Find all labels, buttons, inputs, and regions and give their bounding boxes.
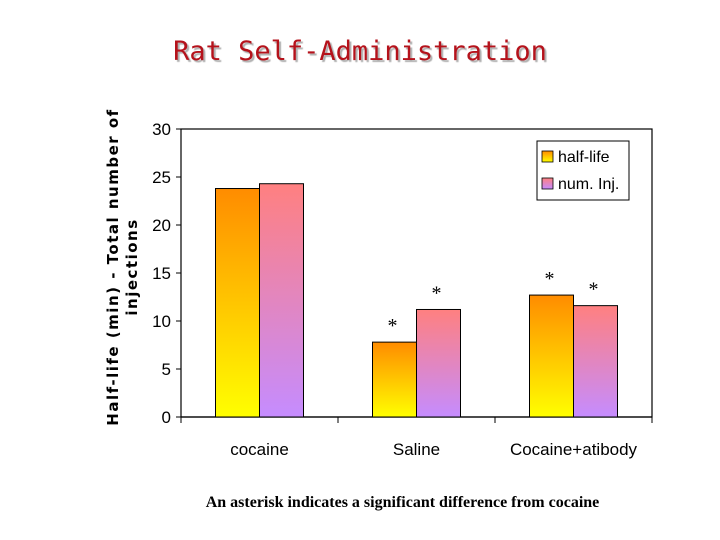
y-axis-ticks: 0 5 10 15 20 25 30 xyxy=(152,120,181,427)
y-tick-label: 5 xyxy=(162,360,171,379)
bar-num-inj--cocaine-atibody xyxy=(573,305,618,418)
bar-half-life-cocaine-atibody xyxy=(529,294,574,418)
y-tick-label: 30 xyxy=(152,120,171,139)
bars xyxy=(215,183,618,418)
y-axis-label-line1: Half-life (min) - Total number of xyxy=(104,108,122,425)
legend-label-half-life: half-life xyxy=(558,149,610,166)
category-label: cocaine xyxy=(230,440,289,459)
y-tick-label: 0 xyxy=(162,408,171,427)
significance-asterisk: * xyxy=(388,315,398,337)
bar-num-inj--saline xyxy=(416,308,461,418)
significance-asterisk: * xyxy=(545,268,555,290)
legend-swatch-half-life xyxy=(541,150,554,163)
significance-asterisk: * xyxy=(432,282,442,304)
category-label: Cocaine+atibody xyxy=(510,440,638,459)
significance-asterisk: * xyxy=(589,279,599,301)
y-tick-label: 15 xyxy=(152,264,171,283)
bar-num-inj--cocaine xyxy=(259,183,304,418)
footnote: An asterisk indicates a significant diff… xyxy=(205,494,600,511)
y-tick-label: 10 xyxy=(152,312,171,331)
category-labels: cocaine Saline Cocaine+atibody xyxy=(230,440,637,459)
slide-title: Rat Self-Administration xyxy=(173,36,547,67)
significance-markers: * * * * xyxy=(388,268,599,337)
y-axis-label-line2: injections xyxy=(123,218,141,315)
y-tick-label: 20 xyxy=(152,216,171,235)
y-tick-label: 25 xyxy=(152,168,171,187)
bar-half-life-saline xyxy=(372,341,417,418)
legend-label-num-inj: num. Inj. xyxy=(558,176,619,193)
category-label: Saline xyxy=(393,440,440,459)
x-axis-ticks xyxy=(180,417,653,423)
legend: half-life num. Inj. xyxy=(536,140,630,201)
legend-swatch-num-inj xyxy=(541,177,554,190)
bar-half-life-cocaine xyxy=(215,188,260,418)
